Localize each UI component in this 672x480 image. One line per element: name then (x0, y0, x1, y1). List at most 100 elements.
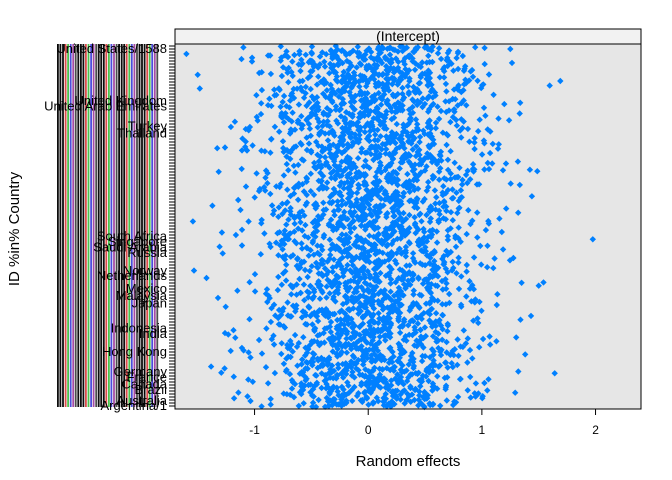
data-point (479, 335, 487, 343)
data-point (277, 103, 284, 110)
data-point (433, 335, 440, 343)
data-point (331, 310, 338, 318)
data-point (307, 282, 314, 290)
data-point (305, 252, 312, 259)
data-point (344, 261, 351, 269)
data-point (412, 385, 419, 393)
data-point (344, 153, 351, 161)
data-point (421, 195, 428, 203)
data-point (247, 354, 254, 361)
data-point (469, 282, 476, 289)
data-point (343, 349, 350, 356)
data-point (463, 293, 470, 300)
data-point (411, 396, 418, 404)
data-point (314, 124, 321, 131)
data-point (306, 99, 313, 106)
data-point (357, 222, 365, 229)
data-point (335, 364, 342, 372)
data-point (327, 60, 334, 68)
data-point (444, 328, 451, 335)
overlapping-label-strip (125, 44, 128, 407)
data-point (418, 247, 425, 254)
data-point (323, 121, 331, 129)
data-point (238, 344, 246, 352)
data-point (454, 393, 462, 401)
data-point (430, 357, 437, 364)
data-point (341, 147, 348, 155)
data-point (406, 177, 413, 185)
data-point (322, 206, 330, 213)
data-point (343, 57, 351, 65)
data-point (392, 55, 400, 62)
data-point (298, 240, 305, 247)
data-point (323, 159, 330, 166)
data-point (267, 318, 275, 326)
data-point (320, 109, 327, 116)
data-point (284, 299, 291, 306)
data-point (459, 176, 466, 184)
data-point (409, 255, 417, 262)
data-point (280, 92, 288, 100)
data-point (330, 383, 337, 390)
data-point (329, 198, 336, 206)
data-point (443, 88, 450, 95)
data-point (280, 305, 287, 312)
data-point (403, 367, 410, 374)
data-point (409, 103, 416, 111)
y-tick-label: Turkey (128, 118, 168, 133)
data-point (256, 185, 264, 193)
data-point (424, 45, 431, 53)
y-tick-label: Netherlands (97, 268, 168, 283)
data-point (354, 283, 362, 291)
data-point (464, 125, 472, 133)
data-point (346, 170, 354, 177)
data-point (382, 225, 390, 232)
overlapping-label-strip (74, 44, 77, 407)
data-point (428, 346, 436, 353)
data-point (411, 324, 418, 331)
data-point (432, 310, 440, 317)
data-point (346, 119, 354, 127)
y-tick-marks (169, 45, 175, 407)
data-point (455, 254, 462, 261)
data-point (353, 64, 360, 71)
data-point (426, 227, 434, 235)
data-point (368, 93, 376, 101)
data-point (333, 117, 340, 124)
data-point (282, 268, 289, 275)
data-point (402, 253, 409, 260)
data-point (276, 128, 283, 135)
data-point (375, 89, 382, 97)
data-point (300, 400, 307, 407)
y-tick-label: South Africa (97, 229, 168, 244)
data-point (466, 346, 474, 354)
data-point (323, 105, 331, 112)
data-point (515, 209, 522, 216)
data-point (278, 110, 285, 117)
data-point (258, 403, 265, 410)
data-point (481, 166, 488, 173)
data-point (421, 234, 428, 241)
data-point (262, 290, 270, 297)
data-point (280, 172, 288, 179)
data-point (436, 362, 444, 369)
data-point (277, 43, 284, 50)
data-point (368, 119, 375, 126)
data-point (196, 85, 203, 92)
data-point (263, 286, 271, 293)
data-point (327, 251, 334, 259)
data-point (299, 308, 307, 315)
data-point (439, 311, 446, 319)
data-point (214, 294, 222, 302)
data-point (375, 297, 382, 305)
data-point (426, 69, 434, 76)
overlapping-label-strip (85, 44, 87, 407)
data-point (437, 107, 445, 115)
data-point (378, 184, 385, 192)
data-point (411, 66, 419, 73)
data-point (431, 257, 438, 265)
data-point (387, 44, 394, 51)
data-point (298, 113, 305, 120)
